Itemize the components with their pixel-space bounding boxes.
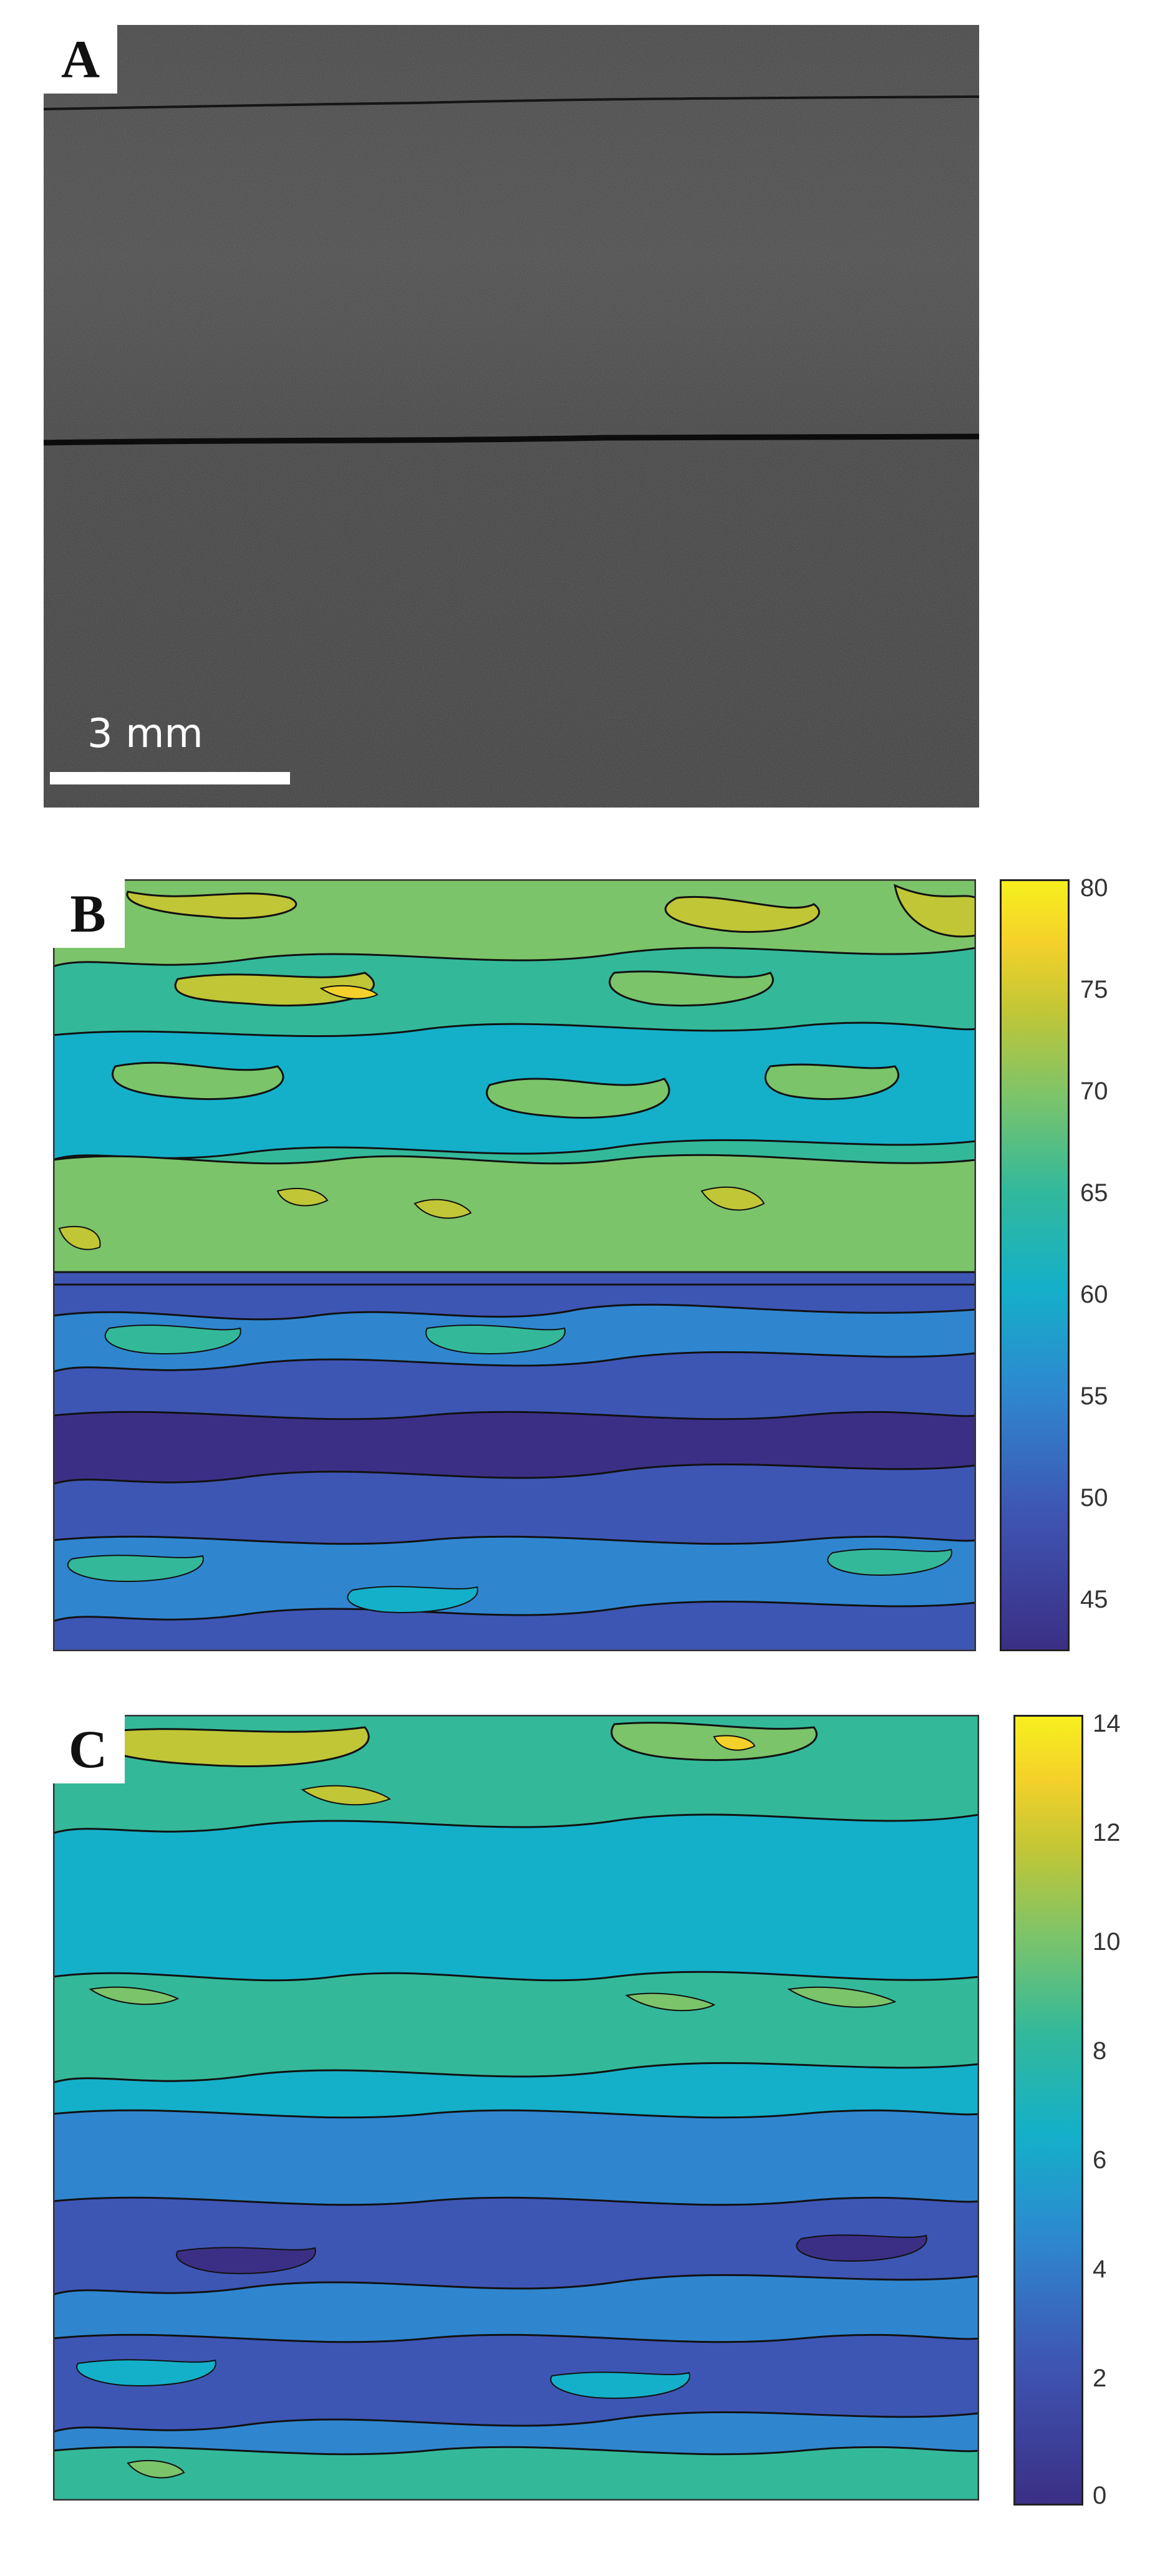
colorbar-c-tick: 10 (1093, 1928, 1121, 1956)
rock-texture-image (44, 25, 979, 808)
panel-a: A 3 mm (0, 0, 1165, 823)
colorbar-c (1013, 1715, 1083, 2506)
contour-map-c (53, 1715, 979, 2501)
scale-bar (50, 772, 290, 784)
panel-b: B 80 75 70 65 60 55 50 45 (0, 861, 1165, 1665)
colorbar-b-tick: 50 (1080, 1484, 1108, 1512)
colorbar-b-tick: 70 (1080, 1078, 1108, 1105)
colorbar-b (1000, 879, 1070, 1651)
colorbar-b-tick: 75 (1080, 976, 1108, 1003)
rock-section-photo (44, 25, 979, 808)
colorbar-b-tick: 65 (1080, 1179, 1108, 1207)
colorbar-c-tick: 14 (1093, 1710, 1121, 1737)
colorbar-b-tick: 45 (1080, 1586, 1108, 1613)
colorbar-c-tick: 0 (1093, 2482, 1107, 2509)
contour-map-b (53, 879, 976, 1651)
panel-letter-a: A (44, 25, 117, 94)
colorbar-c-tick: 8 (1093, 2037, 1107, 2065)
scale-bar-label: 3 mm (87, 711, 203, 757)
panel-letter-b: B (51, 879, 125, 948)
colorbar-c-tick: 12 (1093, 1819, 1121, 1846)
panel-letter-c: C (51, 1715, 125, 1783)
colorbar-b-tick: 60 (1080, 1281, 1108, 1308)
colorbar-c-tick: 6 (1093, 2146, 1107, 2174)
colorbar-b-tick: 80 (1080, 874, 1108, 902)
colorbar-c-tick: 2 (1093, 2365, 1107, 2392)
panel-c: C 14 12 10 8 6 4 2 0 (0, 1696, 1165, 2576)
colorbar-c-tick: 4 (1093, 2255, 1107, 2283)
colorbar-b-tick: 55 (1080, 1382, 1108, 1410)
